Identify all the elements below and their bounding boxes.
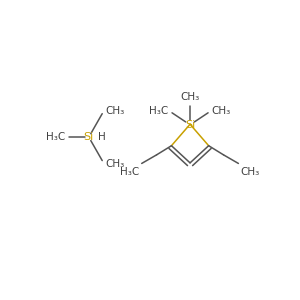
Text: Si: Si [185, 119, 196, 130]
Text: CH₃: CH₃ [105, 106, 124, 116]
Text: H₃C: H₃C [120, 167, 140, 177]
Text: CH₃: CH₃ [105, 159, 124, 169]
Text: CH₃: CH₃ [212, 106, 231, 116]
Text: CH₃: CH₃ [241, 167, 260, 177]
Text: H: H [98, 132, 105, 142]
Text: Si: Si [83, 132, 93, 142]
Text: CH₃: CH₃ [180, 92, 200, 102]
Text: H₃C: H₃C [46, 132, 66, 142]
Text: H₃C: H₃C [149, 106, 168, 116]
